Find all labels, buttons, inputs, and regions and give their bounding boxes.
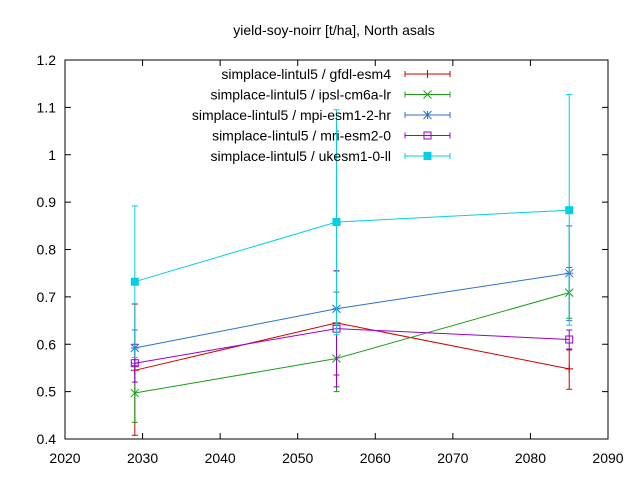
legend: simplace-lintul5 / gfdl-esm4 simplace-lin… (192, 66, 451, 164)
y-tick-label: 0.5 (37, 384, 57, 400)
square-marker (423, 131, 432, 140)
legend-label: simplace-lintul5 / gfdl-esm4 (221, 66, 391, 82)
filled-square-marker (332, 218, 341, 227)
y-tick-label: 1.1 (37, 99, 57, 115)
legend-line (404, 132, 451, 139)
series-line (134, 209, 570, 283)
square-marker (565, 335, 574, 344)
x-tick-label: 2050 (282, 450, 313, 466)
x-marker (130, 388, 140, 398)
y-tick-label: 1 (48, 147, 56, 163)
x-marker (423, 90, 432, 99)
series-layer (130, 94, 574, 436)
x-tick-label: 2070 (437, 450, 468, 466)
x-tick-label: 2030 (127, 450, 158, 466)
series-1 (130, 270, 574, 436)
plus-marker (423, 70, 432, 78)
series-4 (130, 270, 574, 388)
legend-label: simplace-lintul5 / ipsl-cm6a-lr (211, 87, 392, 103)
filled-square-marker (130, 277, 139, 286)
series-line (134, 322, 570, 371)
y-tick-label: 0.9 (37, 194, 57, 210)
y-tick-label: 0.8 (37, 242, 57, 258)
square-marker (130, 359, 139, 368)
y-tick-label: 1.2 (37, 52, 57, 68)
series-line (134, 328, 570, 364)
legend-sample (404, 131, 451, 140)
x-tick-label: 2080 (515, 450, 546, 466)
star-marker (423, 110, 432, 120)
legend-sample (404, 152, 451, 160)
filled-square-marker (565, 206, 574, 215)
y-tick-label: 0.7 (37, 289, 57, 305)
legend-sample (404, 110, 451, 120)
x-tick-label: 2090 (592, 450, 623, 466)
legend-label: simplace-lintul5 / mri-esm2-0 (212, 128, 391, 144)
plus-marker (565, 364, 574, 373)
series-5 (130, 94, 574, 359)
axes: 0.4 0.5 0.6 0.7 0.8 0.9 1 1.1 1.2 2020 2030 2040 205… (37, 52, 624, 466)
legend-sample (404, 70, 451, 78)
filled-square-marker (423, 152, 432, 160)
x-tick-label: 2040 (205, 450, 236, 466)
x-tick-label: 2060 (360, 450, 391, 466)
legend-label: simplace-lintul5 / ukesm1-0-ll (210, 148, 391, 164)
error-bar (566, 329, 573, 350)
y-tick-label: 0.4 (37, 431, 57, 447)
chart-title: yield-soy-noirr [t/ha], North asals (233, 22, 435, 38)
legend-sample (404, 90, 451, 99)
y-tick-label: 0.6 (37, 336, 57, 352)
series-3 (130, 225, 574, 367)
series-2 (130, 267, 574, 423)
legend-label: simplace-lintul5 / mpi-esm1-2-hr (192, 107, 392, 123)
series-line (134, 292, 570, 394)
plot-frame (64, 59, 609, 440)
x-tick-label: 2020 (49, 450, 80, 466)
